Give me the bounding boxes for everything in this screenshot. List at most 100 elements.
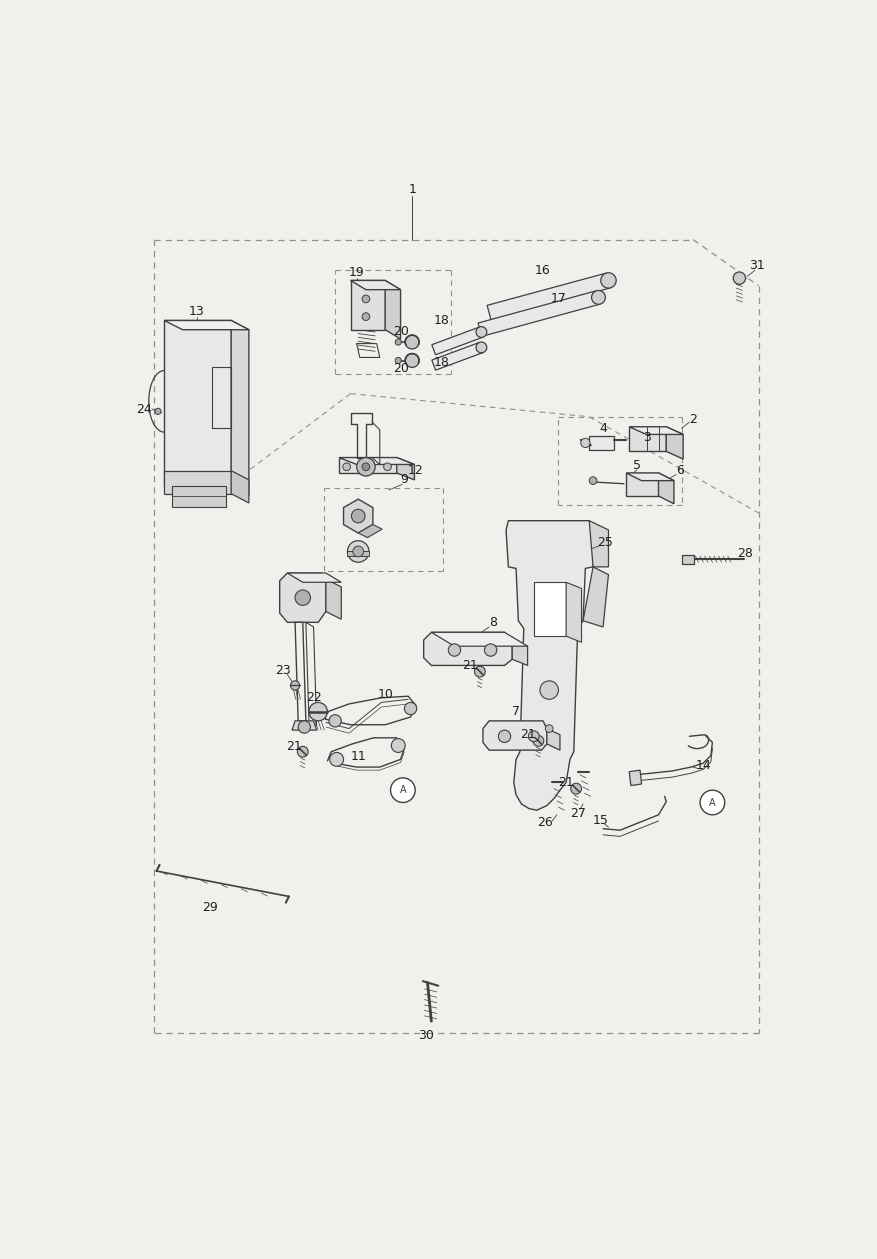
Circle shape <box>474 666 485 677</box>
Text: 23: 23 <box>275 663 290 676</box>
Circle shape <box>390 778 415 802</box>
Polygon shape <box>385 281 401 339</box>
Polygon shape <box>288 573 341 582</box>
Polygon shape <box>506 521 593 811</box>
Circle shape <box>476 326 487 337</box>
Circle shape <box>545 725 553 733</box>
Text: 20: 20 <box>393 325 409 337</box>
Text: 16: 16 <box>535 264 551 277</box>
Polygon shape <box>547 729 560 750</box>
Circle shape <box>362 312 370 321</box>
Text: 21: 21 <box>286 740 302 753</box>
Polygon shape <box>630 427 683 434</box>
Polygon shape <box>351 281 401 290</box>
Text: 18: 18 <box>433 356 449 369</box>
Text: 6: 6 <box>676 465 684 477</box>
Polygon shape <box>280 573 326 622</box>
Circle shape <box>405 335 419 349</box>
Polygon shape <box>589 521 609 567</box>
Circle shape <box>295 590 310 606</box>
Polygon shape <box>534 582 567 636</box>
Text: 21: 21 <box>520 728 536 742</box>
Circle shape <box>571 783 581 794</box>
Polygon shape <box>172 486 225 507</box>
Text: 28: 28 <box>737 546 752 559</box>
Circle shape <box>533 735 544 747</box>
Circle shape <box>404 703 417 715</box>
Circle shape <box>329 715 341 726</box>
Circle shape <box>330 753 344 767</box>
Circle shape <box>396 339 402 345</box>
Polygon shape <box>630 771 642 786</box>
Polygon shape <box>589 436 614 449</box>
Circle shape <box>155 408 161 414</box>
Circle shape <box>347 540 369 563</box>
Polygon shape <box>431 327 483 355</box>
Circle shape <box>448 643 460 656</box>
Polygon shape <box>232 471 249 502</box>
Polygon shape <box>326 579 341 619</box>
Polygon shape <box>487 273 610 320</box>
Circle shape <box>540 681 559 699</box>
Polygon shape <box>483 721 547 750</box>
Polygon shape <box>512 640 528 666</box>
Polygon shape <box>626 473 659 496</box>
Polygon shape <box>478 291 600 336</box>
Circle shape <box>353 546 364 556</box>
Circle shape <box>309 703 327 721</box>
Polygon shape <box>431 342 483 370</box>
Polygon shape <box>681 554 694 564</box>
Polygon shape <box>164 321 232 486</box>
Text: 4: 4 <box>599 422 607 434</box>
Text: 17: 17 <box>551 292 567 306</box>
Polygon shape <box>567 582 581 642</box>
Circle shape <box>297 747 308 757</box>
Polygon shape <box>292 721 317 730</box>
Polygon shape <box>583 567 609 627</box>
Circle shape <box>290 681 300 690</box>
Polygon shape <box>626 473 674 481</box>
Polygon shape <box>339 457 396 473</box>
Text: 31: 31 <box>749 258 765 272</box>
Text: 1: 1 <box>408 183 416 196</box>
Circle shape <box>343 463 351 471</box>
Text: 24: 24 <box>136 403 152 415</box>
Circle shape <box>352 510 365 522</box>
Polygon shape <box>396 457 415 480</box>
Polygon shape <box>659 473 674 504</box>
Polygon shape <box>424 632 512 666</box>
Text: 15: 15 <box>593 815 609 827</box>
Polygon shape <box>358 525 382 538</box>
Text: 8: 8 <box>489 616 497 628</box>
Text: 11: 11 <box>350 750 366 763</box>
Text: 14: 14 <box>695 759 711 772</box>
Circle shape <box>476 342 487 353</box>
Polygon shape <box>667 427 683 460</box>
Text: A: A <box>709 797 716 807</box>
Text: 10: 10 <box>377 689 393 701</box>
Text: 9: 9 <box>401 472 409 486</box>
Circle shape <box>298 721 310 733</box>
Text: 25: 25 <box>596 536 612 549</box>
Circle shape <box>383 463 391 471</box>
Polygon shape <box>164 471 232 494</box>
Text: 12: 12 <box>408 465 424 477</box>
Text: 2: 2 <box>689 413 697 426</box>
Circle shape <box>528 731 539 742</box>
Polygon shape <box>344 499 373 533</box>
Text: 26: 26 <box>538 816 553 828</box>
Circle shape <box>362 295 370 302</box>
Circle shape <box>391 739 405 753</box>
Polygon shape <box>351 281 385 330</box>
Circle shape <box>484 643 496 656</box>
Circle shape <box>357 457 375 476</box>
Circle shape <box>396 358 402 364</box>
Polygon shape <box>630 427 667 452</box>
Polygon shape <box>347 551 369 556</box>
Text: 13: 13 <box>189 305 204 317</box>
Circle shape <box>589 477 597 485</box>
Circle shape <box>601 273 617 288</box>
Polygon shape <box>232 321 249 495</box>
Text: A: A <box>400 786 406 796</box>
Circle shape <box>591 291 605 305</box>
